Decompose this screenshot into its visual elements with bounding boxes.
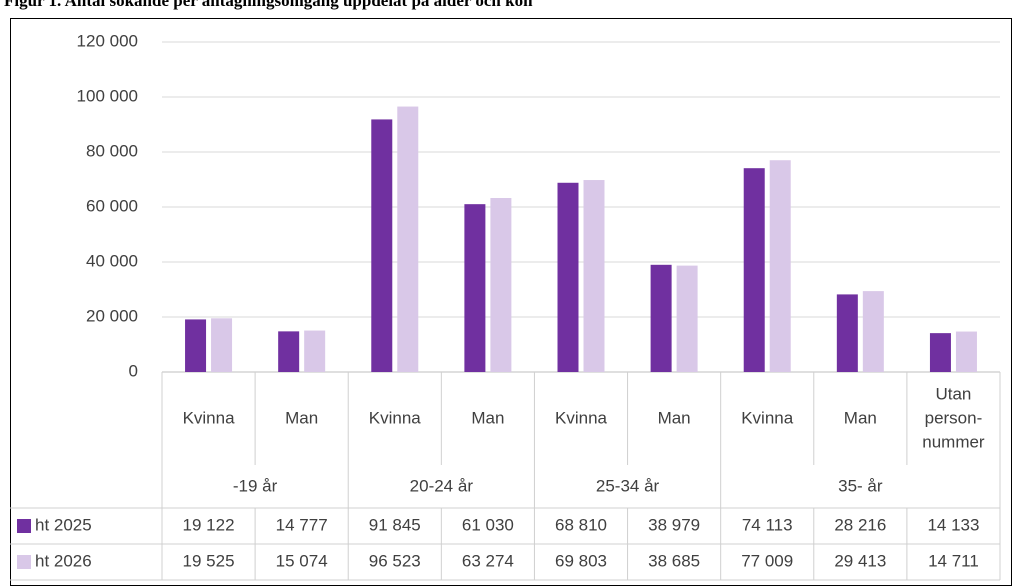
bar [769, 160, 791, 372]
chart-frame [10, 18, 1012, 586]
bar [490, 197, 512, 372]
legend-label: ht 2025 [35, 515, 92, 534]
legend-label: ht 2026 [35, 551, 92, 570]
table-value: 14 777 [276, 515, 328, 534]
x-tick-label: Kvinna [183, 408, 236, 427]
y-tick-label: 20 000 [86, 306, 138, 325]
x-tick-label: person- [925, 408, 983, 427]
y-tick-label: 40 000 [86, 251, 138, 270]
table-value: 19 122 [183, 515, 235, 534]
bar [278, 331, 300, 372]
table-value: 74 113 [742, 515, 793, 534]
bar [371, 119, 393, 373]
bar [955, 331, 977, 372]
x-tick-label: Kvinna [369, 408, 422, 427]
y-tick-label: 80 000 [86, 141, 138, 160]
bar [304, 330, 326, 372]
table-value: 28 216 [834, 515, 886, 534]
bar [676, 265, 698, 372]
chart-title: Figur 1. Antal sökande per antagningsomg… [4, 0, 533, 10]
group-label: 35- år [838, 476, 883, 495]
table-value: 14 711 [928, 551, 979, 570]
group-label: 20-24 år [410, 476, 474, 495]
y-tick-label: 120 000 [77, 31, 138, 50]
bar [836, 294, 858, 372]
x-tick-label: Man [471, 408, 504, 427]
legend-swatch [17, 519, 31, 533]
table-value: 96 523 [369, 551, 421, 570]
x-tick-label: Man [658, 408, 691, 427]
y-tick-label: 0 [129, 361, 138, 380]
table-value: 38 979 [648, 515, 700, 534]
bar [929, 333, 951, 372]
bar [557, 182, 579, 372]
table-value: 77 009 [741, 551, 793, 570]
y-tick-label: 100 000 [77, 86, 138, 105]
table-value: 69 803 [555, 551, 607, 570]
table-value: 19 525 [183, 551, 235, 570]
x-tick-label: Kvinna [555, 408, 608, 427]
bar [650, 264, 672, 372]
bar [743, 168, 765, 372]
table-value: 15 074 [276, 551, 328, 570]
bar [583, 180, 605, 372]
table-value: 91 845 [369, 515, 421, 534]
x-tick-label: Man [285, 408, 318, 427]
bar [397, 106, 419, 372]
table-value: 68 810 [555, 515, 607, 534]
bar [464, 204, 486, 372]
group-label: -19 år [233, 476, 278, 495]
legend-swatch [17, 555, 31, 569]
table-value: 63 274 [462, 551, 514, 570]
group-label: 25-34 år [596, 476, 660, 495]
x-tick-label: Utan [935, 384, 971, 403]
x-tick-label: Kvinna [741, 408, 794, 427]
bar [185, 319, 207, 372]
y-tick-label: 60 000 [86, 196, 138, 215]
table-value: 61 030 [462, 515, 514, 534]
bar [862, 291, 884, 372]
table-value: 29 413 [834, 551, 886, 570]
x-tick-label: nummer [922, 432, 985, 451]
bar [211, 318, 233, 372]
table-value: 14 133 [927, 515, 979, 534]
x-tick-label: Man [844, 408, 877, 427]
table-value: 38 685 [648, 551, 700, 570]
